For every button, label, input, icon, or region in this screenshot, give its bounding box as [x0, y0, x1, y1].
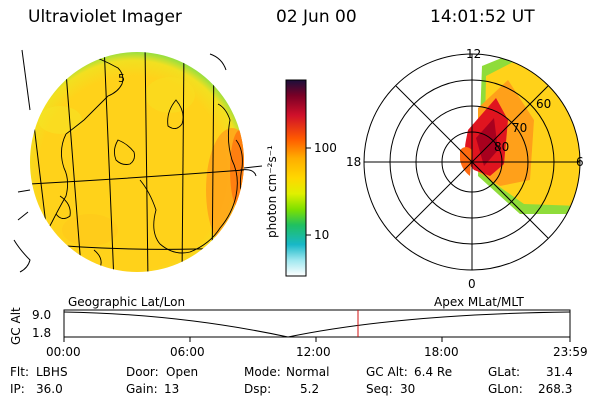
filter-value: LBHS: [36, 365, 68, 379]
seq-label: Seq:: [366, 382, 393, 396]
polar-plot: [363, 53, 581, 271]
dsp-label: Dsp:: [244, 382, 272, 396]
mlt-label-6: 6: [576, 155, 584, 169]
colorbar-unit-label: photon cm⁻²s⁻¹: [265, 145, 279, 238]
colorbar-tick-10: 10: [314, 228, 330, 242]
dsp-value: 5.2: [300, 382, 320, 396]
left-panel-title: Geographic Lat/Lon: [68, 295, 186, 309]
altitude-curve: [63, 311, 571, 338]
altitude-plot: [63, 309, 571, 342]
mlat-label-80: 80: [494, 140, 510, 154]
instrument-title: Ultraviolet Imager: [28, 7, 182, 27]
glat-value: 31.4: [546, 365, 573, 379]
altitude-ylabel: GC Alt: [9, 307, 23, 345]
mlat-label-70: 70: [512, 121, 528, 135]
mlat-label-60: 60: [536, 97, 552, 111]
ip-label: IP:: [10, 382, 25, 396]
mode-label: Mode:: [244, 365, 281, 379]
glon-value: 268.3: [538, 382, 573, 396]
altitude-ytick-high: 9.0: [32, 308, 52, 322]
gain-value: 13: [164, 382, 180, 396]
glon-label: GLon:: [488, 382, 523, 396]
time-label: 14:01:52 UT: [430, 7, 535, 27]
altitude-xtick: 18:00: [424, 345, 459, 359]
mode-value: Normal: [286, 365, 330, 379]
mlt-label-18: 18: [346, 155, 362, 169]
gc-alt-value: 6.4 Re: [414, 365, 453, 379]
right-panel-title: Apex MLat/MLT: [434, 295, 524, 309]
altitude-xtick: 06:00: [170, 345, 205, 359]
altitude-xtick: 00:00: [46, 345, 81, 359]
door-label: Door:: [126, 365, 159, 379]
filter-label: Flt:: [10, 365, 29, 379]
meridian-lines: [30, 52, 215, 272]
date-label: 02 Jun 00: [276, 7, 357, 27]
altitude-xtick: 12:00: [296, 345, 331, 359]
geographic-image: 5: [13, 49, 263, 273]
mlt-label-12: 12: [466, 47, 482, 61]
door-value: Open: [166, 365, 199, 379]
seq-value: 30: [400, 382, 416, 396]
altitude-xtick: 23:59: [553, 345, 588, 359]
mlt-label-0: 0: [468, 277, 476, 291]
map-label-5: 5: [118, 72, 125, 85]
glat-label: GLat:: [488, 365, 521, 379]
colorbar-tick-100: 100: [314, 141, 337, 155]
ip-value: 36.0: [36, 382, 63, 396]
gain-label: Gain:: [126, 382, 158, 396]
gc-alt-label: GC Alt:: [366, 365, 408, 379]
colorbar: [285, 79, 311, 277]
altitude-ytick-low: 1.8: [32, 326, 52, 340]
